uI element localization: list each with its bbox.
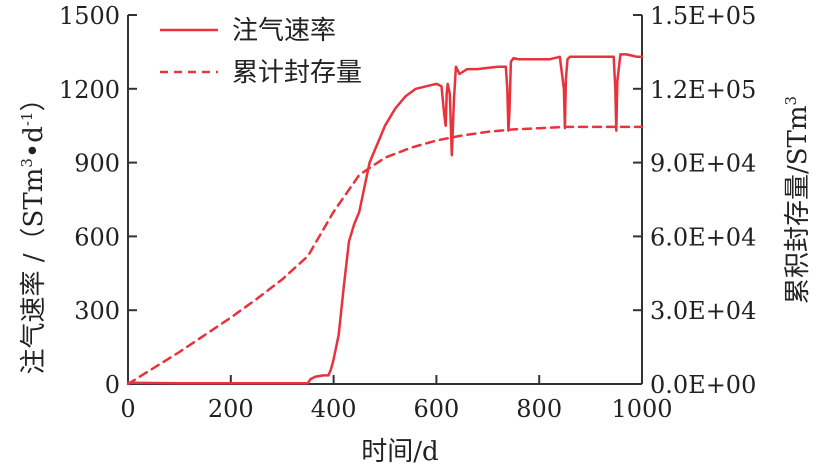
series-line-cumulative-storage: [126, 125, 644, 386]
left-y-tick-label-0: 0: [105, 371, 120, 399]
right-y-tick-label-3: 9.0E+04: [650, 150, 756, 178]
x-tick-label-0: 0: [120, 395, 135, 423]
legend: 注气速率 累计封存量: [160, 16, 362, 88]
ticks-layer: 0 200 400 600 800 1000 0 300 600 900 1200 1500 0.0E+…: [59, 2, 756, 423]
left-y-tick-label-3: 900: [74, 150, 120, 178]
left-y-axis-title: 注气速率 /（STm3•d-1）: [18, 85, 49, 374]
left-y-axis-title-end: ）: [19, 85, 49, 111]
x-tick-label-3: 600: [413, 395, 459, 423]
left-y-tick-label-1: 300: [74, 297, 120, 325]
right-y-axis-title-main: 累积封存量/STm: [783, 105, 813, 304]
series-line-injection-rate: [126, 53, 644, 385]
x-tick-label-4: 800: [516, 395, 562, 423]
series-layer: [126, 53, 644, 386]
left-y-axis-title-main: 注气速率 /（STm: [19, 168, 49, 375]
right-y-tick-label-5: 1.5E+05: [650, 2, 756, 30]
x-tick-label-1: 200: [208, 395, 254, 423]
left-y-tick-label-5: 1500: [59, 2, 120, 30]
right-y-tick-label-1: 3.0E+04: [650, 297, 756, 325]
right-y-tick-label-4: 1.2E+05: [650, 76, 756, 104]
right-y-tick-label-2: 6.0E+04: [650, 223, 756, 251]
left-y-axis-title-sup2: -1: [18, 112, 36, 127]
left-y-axis-title-mid: •d: [19, 126, 49, 158]
right-y-axis-title-sup: 3: [782, 96, 800, 106]
x-axis-title: 时间/d: [361, 437, 438, 467]
left-y-tick-label-2: 600: [74, 223, 120, 251]
right-y-tick-label-0: 0.0E+00: [650, 371, 756, 399]
left-y-tick-label-4: 1200: [59, 76, 120, 104]
legend-label-cumulative-storage: 累计封存量: [232, 58, 362, 88]
x-tick-label-2: 400: [311, 395, 357, 423]
right-y-axis-title: 累积封存量/STm3: [782, 96, 813, 304]
left-y-axis-title-sup1: 3: [18, 158, 36, 168]
x-tick-label-5: 1000: [611, 395, 672, 423]
legend-label-injection-rate: 注气速率: [232, 16, 336, 46]
